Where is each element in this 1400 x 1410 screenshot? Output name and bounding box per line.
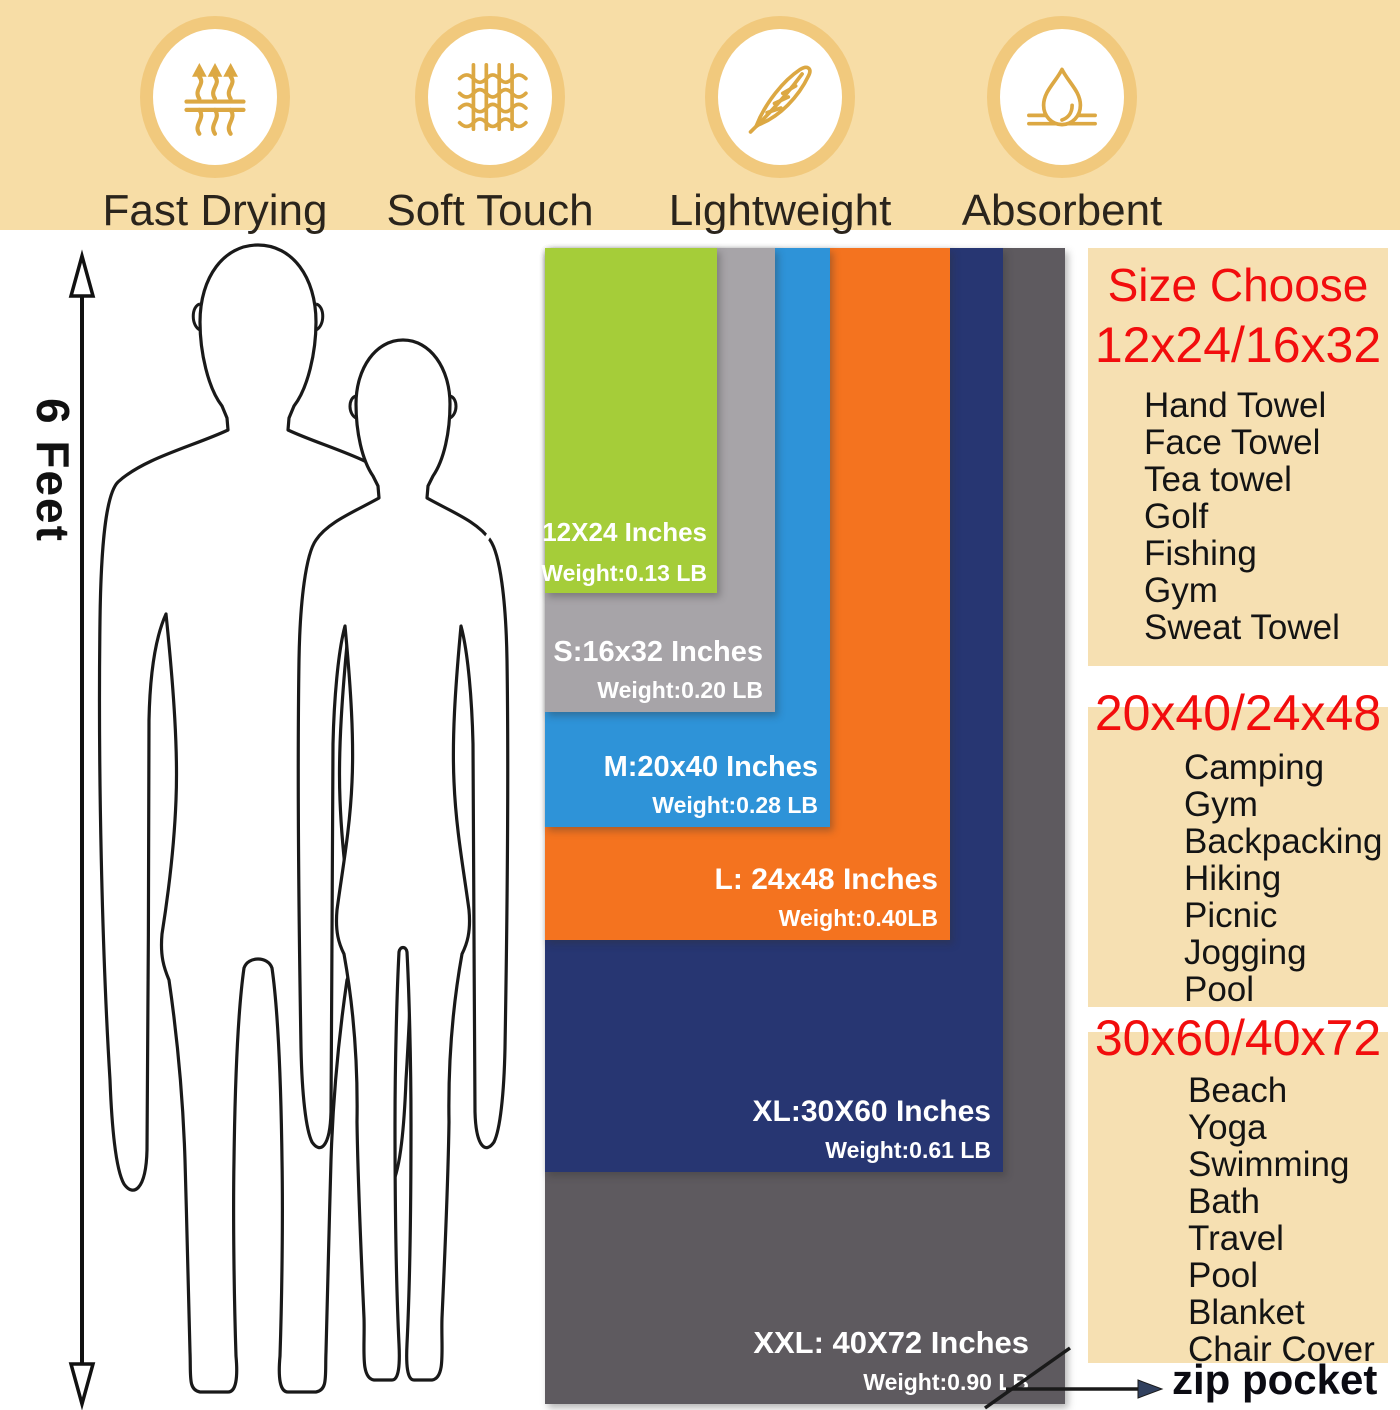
use-item: Golf [1144,496,1209,536]
towel-size-text: L: 24x48 Inches [714,862,938,896]
use-item: Chair Cover [1188,1330,1375,1369]
towel-m-label: M:20x40 Inches Weight:0.28 LB [604,751,818,819]
absorbent-icon-ring [987,16,1137,178]
panel-title: 30x60/40x72 [1094,1010,1382,1066]
arrow-right-icon [1137,1379,1164,1399]
feature-lightweight: Lightweight [645,16,915,236]
towel-weight-text: Weight:0.28 LB [652,792,818,819]
woman-silhouette [296,338,510,1382]
towel-size-text: XXL: 40X72 Inches [753,1324,1029,1360]
towel-xl-label: XL:30X60 Inches Weight:0.61 LB [753,1095,991,1164]
panel-medium-sizes: 20x40/24x48 Camping Gym Backpacking Hiki… [1088,685,1388,1009]
man-silhouette [97,243,419,1394]
towel-weight-text: Weight:0.90 LB [863,1369,1029,1396]
panel-title: Size Choose [1107,259,1369,311]
towel-weight-text: Weight:0.40LB [778,905,938,932]
feather-icon [748,65,812,134]
fast-drying-icon-ring [140,16,290,178]
use-item: Swimming [1188,1145,1350,1184]
towel-weight-text: Weight:0.20 LB [597,677,763,704]
soft-touch-icon-ring [415,16,565,178]
towel-size-text: M:20x40 Inches [603,750,818,783]
towel-size-text: S:16x32 Inches [553,635,763,668]
panel-large-sizes: 30x60/40x72 Beach Yoga Swimming Bath Tra… [1088,1010,1388,1368]
use-item: Hiking [1184,859,1282,898]
feature-soft-touch: Soft Touch [355,16,625,236]
use-item: Pool [1188,1256,1259,1295]
use-item: Yoga [1188,1108,1267,1147]
use-item: Bath [1188,1182,1260,1221]
use-item: Backpacking [1184,822,1383,861]
drop-icon [1027,67,1097,127]
towel-size-text: XL:30X60 Inches [752,1094,991,1128]
use-item: Picnic [1184,896,1278,935]
panel-title: 20x40/24x48 [1094,685,1382,741]
feature-label: Absorbent [961,186,1163,235]
use-item: Blanket [1188,1293,1305,1332]
panel-subtitle: 12x24/16x32 [1094,316,1382,373]
zip-pocket-pointer [983,1346,1164,1410]
features-banner: Fast Drying Soft Touch [0,0,1400,235]
use-item: Hand Towel [1144,385,1327,425]
use-item: Beach [1188,1071,1288,1110]
use-item: Jogging [1184,933,1307,972]
towel-xs: XS:12X24 Inches Weight:0.13 LB [481,248,717,593]
feature-label: Soft Touch [386,186,594,235]
panel-small-sizes: Size Choose 12x24/16x32 Hand Towel Face … [1088,248,1388,666]
use-item: Travel [1188,1219,1284,1258]
steam-icon [184,62,246,136]
towel-dims-text: 12X24 Inches [542,516,707,547]
feature-fast-drying: Fast Drying [80,16,350,236]
use-item: Tea towel [1144,459,1292,499]
use-item: Pool [1184,970,1255,1009]
use-item: Gym [1144,570,1218,610]
feature-absorbent: Absorbent [927,16,1197,236]
use-item: Sweat Towel [1144,607,1340,647]
height-label: 6 Feet [27,398,79,543]
towel-weight-text: Weight:0.61 LB [825,1137,991,1164]
towel-xs-label: XS:12X24 Inches Weight:0.13 LB [481,510,707,587]
use-item: Gym [1184,785,1258,824]
towel-xxl-label: XXL: 40X72 Inches Weight:0.90 LB [753,1324,1029,1396]
towel-weight-text: Weight:0.13 LB [541,560,707,587]
feature-label: Fast Drying [102,186,328,235]
lightweight-icon-ring [705,16,855,178]
towel-s-label: S:16x32 Inches Weight:0.20 LB [553,636,763,704]
use-item: Fishing [1144,533,1257,573]
towel-l-label: L: 24x48 Inches Weight:0.40LB [715,863,938,932]
zip-pocket-label: zip pocket [1172,1356,1378,1403]
towel-size-text: XS: [480,509,543,551]
feature-label: Lightweight [668,186,892,235]
weave-icon [457,62,528,132]
use-item: Face Towel [1144,422,1321,462]
use-item: Camping [1184,748,1325,787]
